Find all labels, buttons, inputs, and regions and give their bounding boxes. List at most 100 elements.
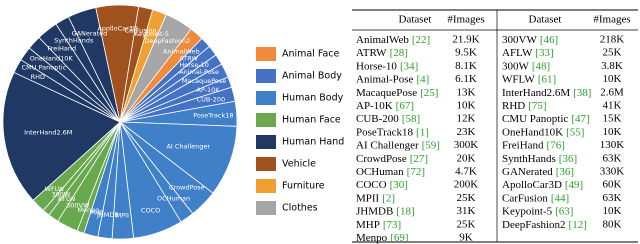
table-cell: OneHand10K [55] (502, 126, 584, 138)
table-cell: COCO [30] (356, 179, 408, 191)
table-cell: CarFusion [44] (502, 192, 569, 204)
table-cell: 300W [48] (502, 60, 550, 72)
image-count: 63K (603, 192, 622, 204)
image-count: 20K (457, 152, 476, 164)
image-count: 23K (457, 126, 476, 138)
dataset-name: CMU Panoptic (502, 113, 568, 125)
slice-label: RHD (31, 73, 45, 81)
table-cell: FreiHand [76] (502, 139, 565, 151)
dataset-name: GANerated (502, 166, 553, 178)
slice-label: ATRW (179, 54, 198, 62)
dataset-name: MPII (356, 192, 380, 204)
table-cell: ApolloCar3D [49] (502, 179, 583, 191)
dataset-name: CUB-200 (356, 113, 399, 125)
table-cell: AI Challenger [59] (356, 139, 440, 151)
slice-label: AnimalWeb (163, 47, 200, 55)
dataset-name: DeepFashion2 (502, 218, 566, 230)
table-cell: AFLW [33] (502, 47, 554, 59)
pie-slice (67, 7, 121, 123)
dataset-name: ApolloCar3D (502, 179, 562, 191)
slice-label: WFLW (45, 185, 65, 193)
table-header: Dataset (529, 14, 562, 26)
table-cell: CMU Panoptic [47] (502, 113, 590, 125)
legend-swatch (256, 201, 276, 215)
table-cell: GANerated [36] (502, 166, 574, 178)
image-count: 10K (603, 73, 622, 85)
citation: [33] (535, 47, 553, 59)
image-count: 6.1K (455, 73, 477, 85)
dataset-name: Animal-Pose (356, 73, 414, 85)
slice-label: MPII (116, 212, 129, 220)
image-count: 130K (600, 139, 625, 151)
image-count: 218K (600, 34, 625, 46)
dataset-name: InterHand2.6M (502, 86, 570, 98)
dataset-name: 300VW (502, 34, 537, 46)
table-cell: Menpo [69] (356, 232, 409, 244)
dataset-name: AP-10K (356, 100, 393, 112)
legend-label: Animal Body (282, 71, 342, 82)
slice-label: 300VW (66, 202, 90, 210)
slice-label: Horse-10 (179, 61, 209, 69)
citation: [27] (410, 152, 428, 164)
table-header: #Images (447, 14, 484, 26)
legend-swatch (256, 113, 276, 127)
citation: [73] (383, 218, 401, 230)
legend-swatch (256, 69, 276, 83)
dataset-name: OneHand10K (502, 126, 563, 138)
image-count: 25K (603, 47, 622, 59)
table-cell: PoseTrack18 [1] (356, 126, 429, 138)
dataset-name: SynthHands (502, 152, 556, 164)
slice-label: PoseTrack18 (193, 111, 233, 119)
table-cell: ATRW [28] (356, 47, 408, 59)
image-count: 21.9K (452, 34, 479, 46)
slice-label: DeepFashion2 (144, 37, 190, 45)
citation: [67] (396, 100, 414, 112)
slice-label: Menpo (77, 206, 99, 214)
slice-label: AI Challenger (166, 143, 210, 151)
dataset-name: 300W (502, 60, 530, 72)
dataset-name: FreiHand (502, 139, 544, 151)
dataset-name: RHD (502, 100, 525, 112)
image-count: 300K (454, 139, 479, 151)
dataset-name: COCO (356, 179, 387, 191)
image-count: 8.1K (455, 60, 477, 72)
table-cell: CrowdPose [27] (356, 152, 428, 164)
citation: [75] (528, 100, 546, 112)
table-cell: SynthHands [36] (502, 152, 577, 164)
citation: [34] (400, 60, 418, 72)
table-cell: CUB-200 [58] (356, 113, 420, 125)
citation: [1] (416, 126, 429, 138)
citation: [36] (559, 152, 577, 164)
citation: [36] (556, 166, 574, 178)
table-cell: DeepFashion2 [12] (502, 218, 587, 230)
image-count: 3.8K (601, 60, 623, 72)
image-count: 25K (457, 218, 476, 230)
citation: [55] (566, 126, 584, 138)
legend-label: Human Body (282, 93, 344, 104)
citation: [22] (412, 34, 430, 46)
table-cell: 300VW [46] (502, 34, 558, 46)
citation: [12] (569, 218, 587, 230)
image-count: 31K (457, 205, 476, 217)
citation: [44] (551, 192, 569, 204)
dataset-name: MHP (356, 218, 380, 230)
table-cell: Horse-10 [34] (356, 60, 418, 72)
slice-label: AFLW (58, 195, 76, 203)
legend-label: Human Face (282, 115, 341, 126)
table-cell: AnimalWeb [22] (356, 34, 430, 46)
legend-label: Clothes (282, 203, 318, 214)
slice-label: JHMDB (96, 211, 119, 219)
image-count: 4.7K (455, 166, 477, 178)
dataset-name: MacaquePose (356, 86, 417, 98)
legend-swatch (256, 91, 276, 105)
slice-label: CUB-200 (197, 96, 226, 104)
citation: [59] (422, 139, 440, 151)
slice-label: InterHand2.6M (24, 129, 72, 137)
slice-label: FreiHand (47, 45, 76, 53)
image-count: 41K (603, 100, 622, 112)
citation: [18] (396, 205, 414, 217)
slice-label: Keypoint-5 (134, 30, 169, 38)
slice-label: Animal-Pose (179, 68, 219, 76)
image-count: 330K (600, 166, 625, 178)
image-count: 60K (603, 179, 622, 191)
